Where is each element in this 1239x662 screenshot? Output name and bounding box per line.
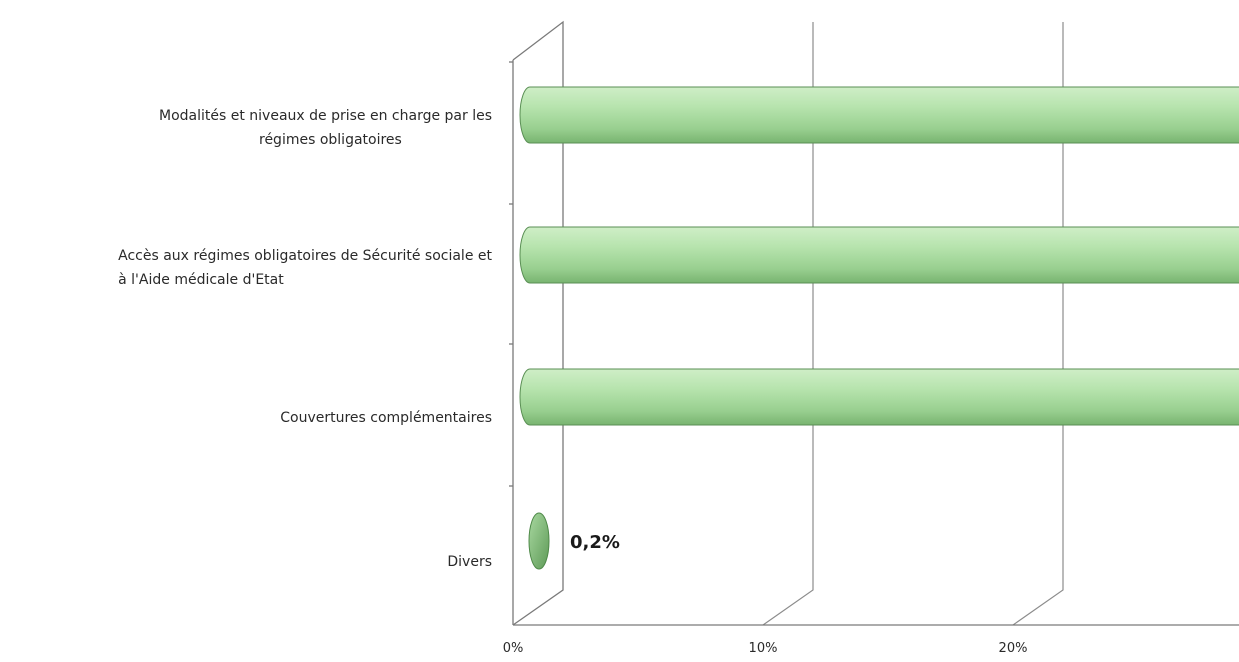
gridline-1	[762, 22, 814, 626]
category-label: à l'Aide médicale d'Etat	[118, 272, 284, 288]
gridlines	[509, 20, 1239, 626]
bar-2	[519, 368, 1239, 426]
labels: 0%10%20%30%40%50%49,1%Modalités et nivea…	[118, 108, 1028, 656]
category-label: régimes obligatoires	[259, 132, 402, 148]
category-label: Divers	[447, 554, 492, 570]
data-label: 0,2%	[570, 532, 620, 553]
category-label: Modalités et niveaux de prise en charge …	[159, 108, 492, 124]
x-tick-label: 0%	[503, 641, 524, 656]
bars	[519, 86, 1239, 570]
bar-0	[519, 86, 1239, 144]
x-tick-label: 10%	[749, 641, 778, 656]
x-tick-label: 20%	[999, 641, 1028, 656]
bar-1	[519, 226, 1239, 284]
bar-3	[528, 512, 550, 570]
category-label: Couvertures complémentaires	[280, 410, 492, 426]
gridline-2	[1012, 22, 1064, 626]
axis-wall-left	[512, 20, 564, 626]
category-label: Accès aux régimes obligatoires de Sécuri…	[118, 248, 492, 264]
